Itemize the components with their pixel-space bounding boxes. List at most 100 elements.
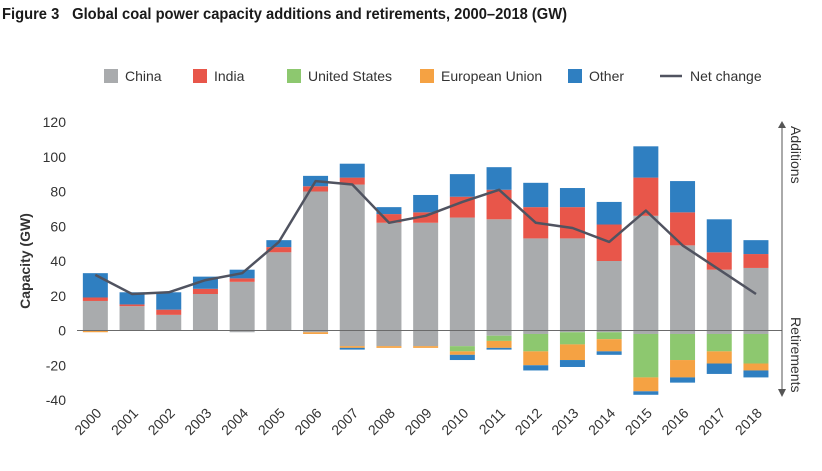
bar-india-addition: [413, 212, 439, 223]
bar-china-addition: [82, 300, 108, 331]
x-tick-label: 2000: [71, 405, 104, 438]
legend-swatch-4: [568, 69, 582, 83]
bar-china-addition: [339, 184, 365, 331]
y-tick-label: 60: [50, 218, 66, 234]
bar-china-retirement: [339, 330, 365, 347]
x-tick-label: 2010: [438, 405, 471, 438]
bar-china-addition: [192, 294, 218, 331]
x-tick-label: 2017: [695, 405, 728, 438]
bar-united-states-retirement: [596, 332, 622, 340]
y-tick-label: 20: [50, 288, 66, 304]
bar-united-states-retirement: [523, 333, 549, 352]
x-tick-label: 2018: [732, 405, 765, 438]
bar-china-addition: [559, 238, 585, 331]
bar-india-addition: [706, 252, 732, 270]
x-tick-label: 2002: [145, 405, 178, 438]
bar-china-addition: [229, 281, 255, 331]
x-tick-label: 2016: [658, 405, 691, 438]
x-tick-label: 2012: [512, 405, 545, 438]
x-tick-label: 2009: [401, 405, 434, 438]
bar-other-addition: [523, 182, 549, 208]
annotation-retirements: Retirements: [788, 317, 804, 392]
x-tick-label: 2008: [365, 405, 398, 438]
bar-other-retirement: [670, 377, 696, 383]
bar-other-addition: [670, 181, 696, 213]
bar-other-addition: [376, 207, 402, 215]
bar-european-union-retirement: [706, 351, 732, 364]
bar-european-union-retirement: [449, 351, 475, 355]
bar-china-retirement: [229, 330, 255, 333]
annotation-additions: Additions: [788, 126, 804, 184]
bar-india-addition: [266, 247, 292, 253]
bar-other-addition: [266, 240, 292, 248]
bar-china-retirement: [449, 330, 475, 347]
bar-united-states-retirement: [486, 335, 512, 341]
y-tick-label: -40: [46, 392, 66, 408]
x-tick-label: 2005: [255, 405, 288, 438]
bar-china-retirement: [376, 330, 402, 347]
bar-united-states-retirement: [633, 333, 659, 378]
bar-other-addition: [156, 292, 182, 310]
bar-india-addition: [449, 196, 475, 218]
bar-india-addition: [192, 288, 218, 295]
y-axis-label: Capacity (GW): [17, 213, 33, 309]
bar-china-addition: [413, 222, 439, 331]
bar-china-addition: [670, 245, 696, 331]
bar-india-addition: [339, 177, 365, 185]
bar-india-addition: [156, 309, 182, 315]
bar-china-retirement: [596, 330, 622, 333]
bar-india-addition: [486, 189, 512, 220]
bar-european-union-retirement: [670, 360, 696, 378]
bar-european-union-retirement: [303, 332, 329, 334]
bar-united-states-retirement: [743, 333, 769, 364]
bar-china-addition: [523, 238, 549, 331]
bar-china-retirement: [486, 330, 512, 336]
bar-european-union-retirement: [596, 339, 622, 352]
bar-european-union-retirement: [376, 346, 402, 348]
bar-european-union-retirement: [82, 330, 108, 333]
y-tick-label: 40: [50, 253, 66, 269]
bar-china-addition: [303, 191, 329, 331]
y-tick-label: 0: [58, 323, 66, 339]
x-tick-label: 2013: [548, 405, 581, 438]
bar-india-addition: [376, 214, 402, 223]
bar-china-retirement: [670, 330, 696, 334]
bar-united-states-retirement: [706, 333, 732, 352]
bar-china-addition: [596, 261, 622, 331]
bar-other-retirement: [633, 391, 659, 395]
bar-india-addition: [559, 207, 585, 239]
bar-other-retirement: [486, 347, 512, 350]
y-tick-label: -20: [46, 357, 66, 373]
bar-other-retirement: [339, 347, 365, 350]
bar-european-union-retirement: [339, 346, 365, 348]
bar-china-retirement: [523, 330, 549, 334]
bar-united-states-retirement: [559, 332, 585, 345]
legend-swatch-2: [287, 69, 301, 83]
bar-european-union-retirement: [743, 363, 769, 371]
bar-other-addition: [743, 240, 769, 255]
bar-china-addition: [119, 306, 145, 331]
legend-label-4: Other: [589, 68, 624, 84]
bar-european-union-retirement: [559, 344, 585, 361]
bar-china-addition: [743, 267, 769, 331]
legend-swatch-1: [193, 69, 207, 83]
bar-european-union-retirement: [523, 351, 549, 366]
x-tick-label: 2015: [622, 405, 655, 438]
bar-other-addition: [633, 146, 659, 178]
net-change-line: [94, 179, 757, 296]
bar-other-retirement: [559, 360, 585, 367]
bar-other-addition: [706, 219, 732, 253]
x-tick-label: 2003: [181, 405, 214, 438]
figure-label: Figure 3: [2, 6, 60, 23]
bar-european-union-retirement: [486, 340, 512, 348]
x-tick-label: 2011: [476, 405, 509, 438]
bar-china-retirement: [559, 330, 585, 333]
bar-china-addition: [706, 269, 732, 331]
bar-european-union-retirement: [633, 377, 659, 392]
bar-other-addition: [449, 174, 475, 197]
x-tick-label: 2014: [585, 405, 618, 438]
bar-other-addition: [119, 292, 145, 305]
bar-china-retirement: [413, 330, 439, 347]
figure-title-text: Global coal power capacity additions and…: [72, 6, 568, 23]
